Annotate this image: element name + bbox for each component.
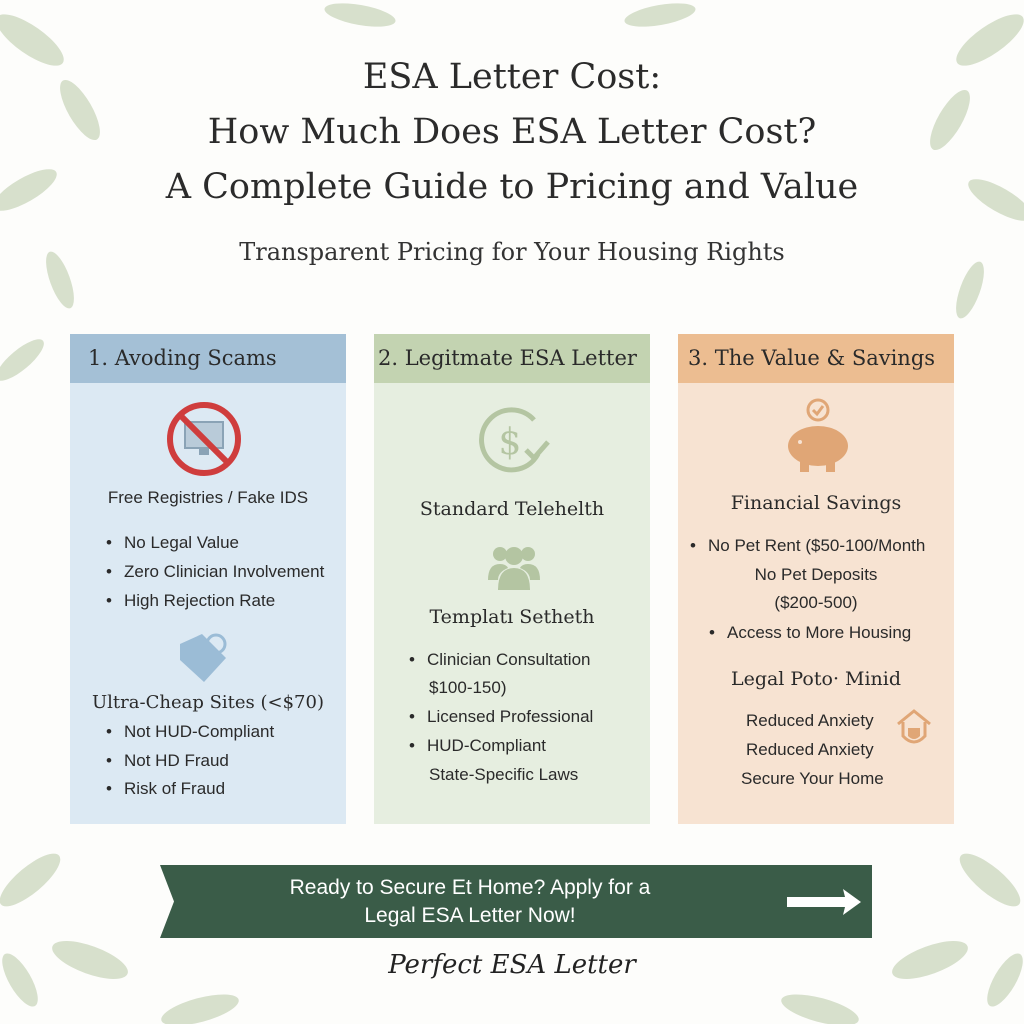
list-item: Licensed Professional <box>409 707 593 727</box>
price-tag-icon <box>180 633 227 682</box>
card-value-savings: 3. The Value & Savings Financial Savings… <box>678 334 954 824</box>
dollar-check-icon: $ <box>479 407 550 473</box>
list-item: Access to More Housing <box>709 623 911 643</box>
list-item: Not HUD-Compliant <box>106 722 274 742</box>
list-item: High Rejection Rate <box>106 591 275 611</box>
card-header: 1. Avoding Scams <box>70 334 346 383</box>
piggy-bank-icon <box>788 398 848 472</box>
list-item: No Legal Value <box>106 533 239 553</box>
list-item: Risk of Fraud <box>106 779 225 799</box>
brand-signature: Perfect ESA Letter <box>388 950 636 980</box>
benefit-text: Reduced Anxiety <box>746 740 874 759</box>
list-item: HUD-Compliant <box>409 736 546 756</box>
cta-line-1: Ready to Secure Et Home? Apply for a <box>289 876 651 899</box>
title-line-1: ESA Letter Cost: <box>362 57 662 97</box>
list-item-continued: ($200-500) <box>774 593 858 612</box>
subtitle: Transparent Pricing for Your Housing Rig… <box>239 238 785 266</box>
benefit-text: Reduced Anxiety <box>746 711 874 730</box>
title-line-2: How Much Does ESA Letter Cost? <box>207 112 817 152</box>
cta-text[interactable]: Ready to Secure Et Home? Apply for a Leg… <box>160 874 780 930</box>
list-item: Not HD Fraud <box>106 751 229 771</box>
card-subheading: Legal Poto· Minid <box>730 668 902 690</box>
list-item: No Pet Rent ($50-100/Month <box>690 536 925 556</box>
no-monitor-icon <box>167 402 241 476</box>
list-item-continued: State-Specific Laws <box>429 765 579 784</box>
card-header: 3. The Value & Savings <box>678 334 954 383</box>
benefit-text: Secure Your Home <box>741 769 884 788</box>
card-subheading: Ultra-Cheap Sites (<$70) <box>92 692 324 713</box>
svg-text:$: $ <box>499 422 522 463</box>
page-title: ESA Letter Cost: How Much Does ESA Lette… <box>0 50 1024 215</box>
home-shield-icon <box>897 709 931 744</box>
card-header: 2. Legitmate ESA Letter <box>374 334 650 383</box>
card-subheading: Templatı Setheth <box>429 606 595 628</box>
people-icon <box>488 547 540 590</box>
title-line-3: A Complete Guide to Pricing and Value <box>165 167 859 207</box>
card-legitimate-esa: 2. Legitmate ESA Letter $ Standard Teleh… <box>374 334 650 824</box>
cta-banner[interactable]: Ready to Secure Et Home? Apply for a Leg… <box>160 865 872 938</box>
list-item-continued: $100-150) <box>429 678 507 697</box>
cta-line-2: Legal ESA Letter Now! <box>364 904 576 927</box>
card-subheading: Financial Savings <box>730 492 902 514</box>
card-subheading: Free Registries / Fake IDS <box>107 488 309 507</box>
card-avoiding-scams: 1. Avoding Scams Free Registries / Fake … <box>70 334 346 824</box>
card-subheading: Standard Telehelth <box>419 498 605 520</box>
list-item: Clinician Consultation <box>409 650 591 670</box>
list-item: Zero Clinician Involvement <box>106 562 324 582</box>
arrow-right-icon[interactable] <box>785 887 865 917</box>
list-item-continued: No Pet Deposits <box>754 565 878 584</box>
